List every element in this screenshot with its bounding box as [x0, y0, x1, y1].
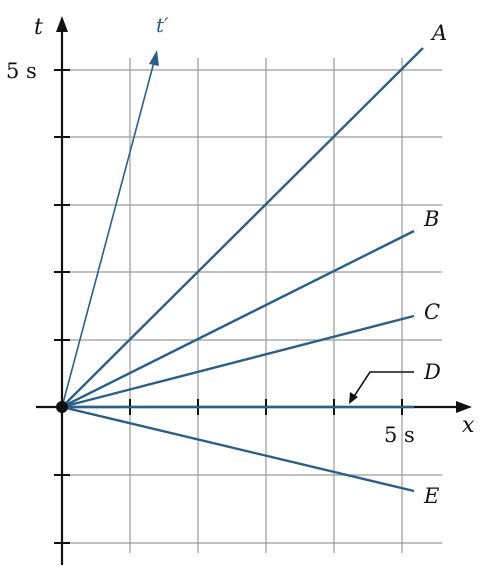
world-lines — [61, 47, 424, 493]
origin-dot — [56, 401, 68, 413]
label-d: D — [423, 360, 441, 384]
label-a: A — [430, 21, 447, 45]
t-axis-ticks — [54, 69, 70, 544]
t-tick-label-5s: 5 s — [6, 59, 37, 83]
line-c — [61, 314, 415, 409]
t-prime-arrowhead — [149, 50, 159, 66]
label-e: E — [423, 484, 439, 508]
x-axis-arrowhead — [456, 401, 472, 413]
line-b — [61, 229, 415, 409]
t-axis-arrowhead — [56, 16, 68, 32]
x-axis-label: x — [462, 413, 475, 438]
t-prime-axis-label: t′ — [156, 13, 169, 37]
axes — [36, 30, 462, 565]
d-pointer-line — [352, 371, 414, 399]
x-tick-label-5s: 5 s — [384, 423, 415, 447]
line-e — [61, 405, 415, 493]
t-axis-label: t — [34, 15, 43, 40]
t-prime-axis — [61, 61, 155, 408]
d-pointer-arrowhead — [349, 392, 358, 404]
label-b: B — [423, 207, 439, 231]
line-a — [61, 47, 424, 408]
grid — [62, 58, 442, 553]
label-c: C — [424, 300, 440, 324]
